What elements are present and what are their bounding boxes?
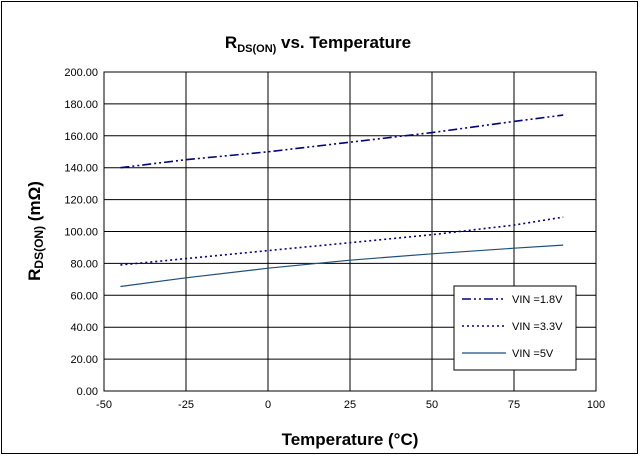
y-tick-label: 40.00 bbox=[70, 322, 98, 334]
y-tick-label: 200.00 bbox=[64, 67, 98, 79]
x-tick-label: -50 bbox=[96, 399, 112, 411]
y-tick-label: 80.00 bbox=[70, 258, 98, 270]
x-tick-label: -25 bbox=[178, 399, 194, 411]
y-tick-label: 60.00 bbox=[70, 290, 98, 302]
series-lines bbox=[120, 114, 564, 288]
legend-label-1: VIN =1.8V bbox=[512, 294, 563, 306]
y-tick-label: 180.00 bbox=[64, 99, 98, 111]
tick-labels: 0.00 20.00 40.00 60.00 80.00 100.00 120.00 140.… bbox=[64, 67, 605, 411]
legend-label-2: VIN =3.3V bbox=[512, 321, 563, 333]
chart-title: RDS(ON) vs. Temperature bbox=[225, 33, 411, 55]
series-line-1 bbox=[120, 114, 564, 169]
y-tick-label: 160.00 bbox=[64, 131, 98, 143]
x-tick-label: 75 bbox=[508, 399, 520, 411]
series-line-2 bbox=[120, 216, 564, 266]
legend-box bbox=[453, 285, 577, 371]
y-tick-label: 20.00 bbox=[70, 354, 98, 366]
legend: VIN =1.8V VIN =3.3V VIN =5V bbox=[453, 285, 577, 371]
x-tick-label: 25 bbox=[344, 399, 356, 411]
plot-area bbox=[103, 71, 597, 392]
x-tick-label: 50 bbox=[426, 399, 438, 411]
y-tick-label: 0.00 bbox=[77, 386, 98, 398]
legend-label-3: VIN =5V bbox=[512, 348, 554, 360]
x-tick-label: 0 bbox=[265, 399, 271, 411]
y-tick-label: 100.00 bbox=[64, 227, 98, 239]
y-tick-label: 120.00 bbox=[64, 195, 98, 207]
y-tick-label: 140.00 bbox=[64, 163, 98, 175]
series-line-3 bbox=[120, 244, 564, 288]
y-axis-label: RDS(ON) (mΩ) bbox=[25, 181, 46, 281]
x-tick-label: 100 bbox=[587, 399, 605, 411]
x-axis-label: Temperature (°C) bbox=[282, 430, 419, 449]
